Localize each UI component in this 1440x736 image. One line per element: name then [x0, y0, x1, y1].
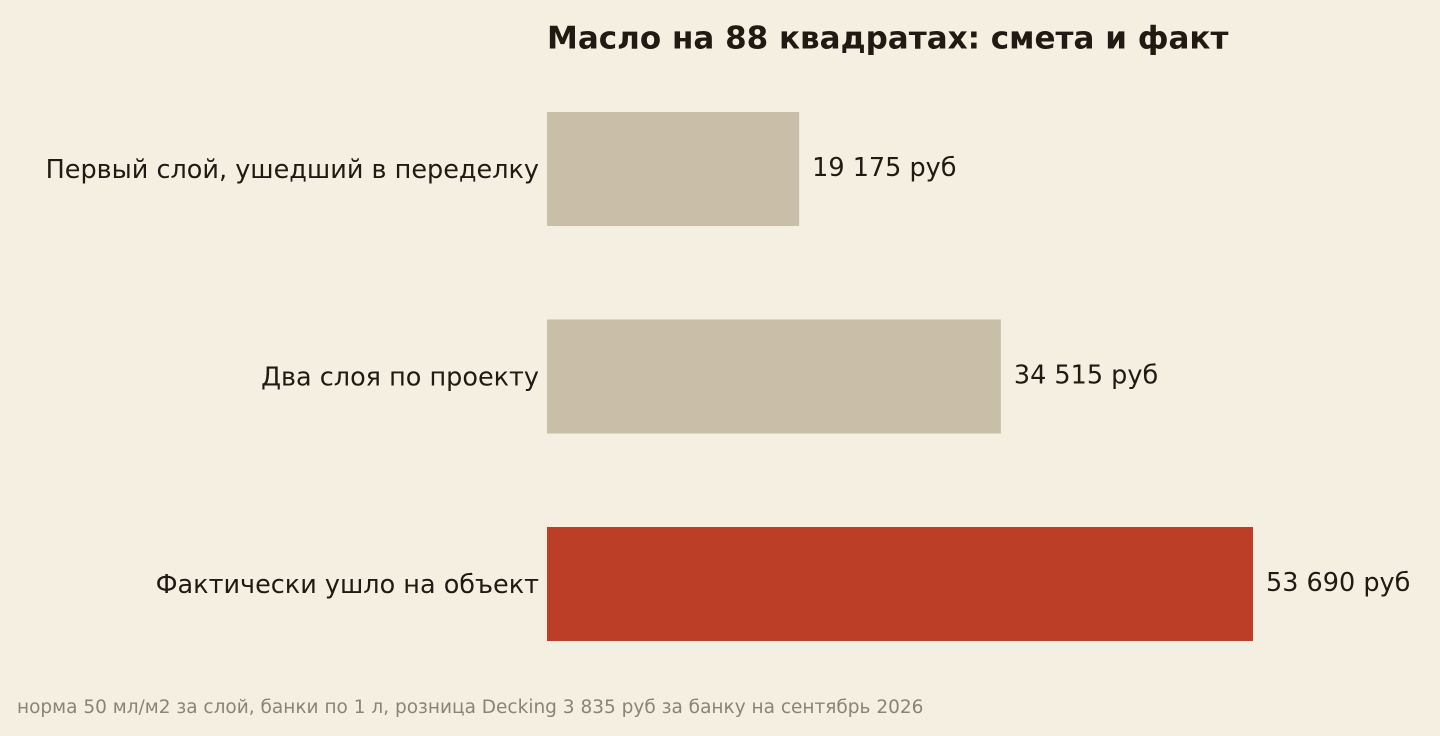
category-label: Два слоя по проекту — [261, 363, 539, 393]
chart-title: Масло на 88 квадратах: смета и факт — [547, 21, 1228, 57]
value-label: 53 690 руб — [1266, 568, 1410, 598]
bar — [547, 112, 800, 226]
category-label: Первый слой, ушедший в переделку — [46, 155, 539, 185]
footnote: норма 50 мл/м2 за слой, банки по 1 л, ро… — [17, 697, 923, 718]
bar — [547, 527, 1253, 641]
category-label: Фактически ушло на объект — [156, 570, 540, 600]
bar — [547, 319, 1001, 434]
value-label: 34 515 руб — [1014, 361, 1158, 391]
value-label: 19 175 руб — [812, 153, 956, 183]
